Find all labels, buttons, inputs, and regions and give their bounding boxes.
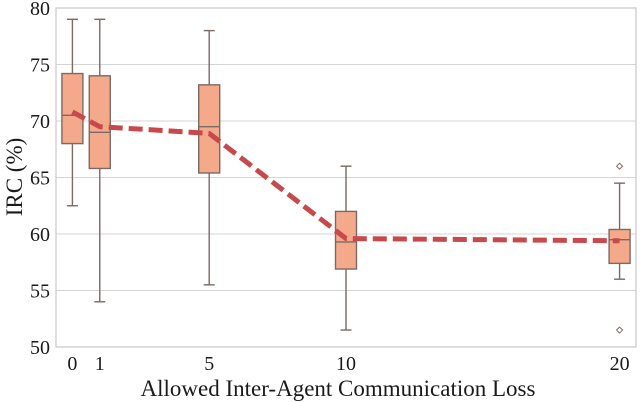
x-tick-label: 1 <box>95 353 105 375</box>
y-tick-label: 55 <box>30 281 50 303</box>
x-tick-label: 20 <box>610 353 630 375</box>
outlier-point <box>615 162 624 170</box>
x-axis-title: Allowed Inter-Agent Communication Loss <box>141 376 536 401</box>
y-tick-label: 65 <box>30 168 50 190</box>
boxes <box>61 72 631 334</box>
whiskers <box>66 18 626 331</box>
y-tick-label: 75 <box>30 55 50 77</box>
box-iqr <box>608 228 631 265</box>
y-tick-label: 50 <box>30 337 50 359</box>
plot-border <box>55 7 637 348</box>
mean-line-layer <box>71 109 620 244</box>
box-iqr <box>88 75 111 170</box>
box-iqr <box>198 84 221 174</box>
x-tick-label: 10 <box>336 353 356 375</box>
y-tick-label: 80 <box>30 0 50 20</box>
box-iqr <box>61 72 84 145</box>
plot-frame <box>55 7 637 348</box>
y-axis-title: IRC (%) <box>2 138 27 217</box>
x-tick-label: 0 <box>67 353 77 375</box>
mean-trend-line <box>71 109 620 244</box>
tick-labels: 50 55 60 65 70 75 80 0 1 5 10 20 <box>30 0 630 375</box>
outlier-point <box>615 326 624 334</box>
x-tick-label: 5 <box>204 353 214 375</box>
y-tick-label: 60 <box>30 224 50 246</box>
y-tick-label: 70 <box>30 111 50 133</box>
